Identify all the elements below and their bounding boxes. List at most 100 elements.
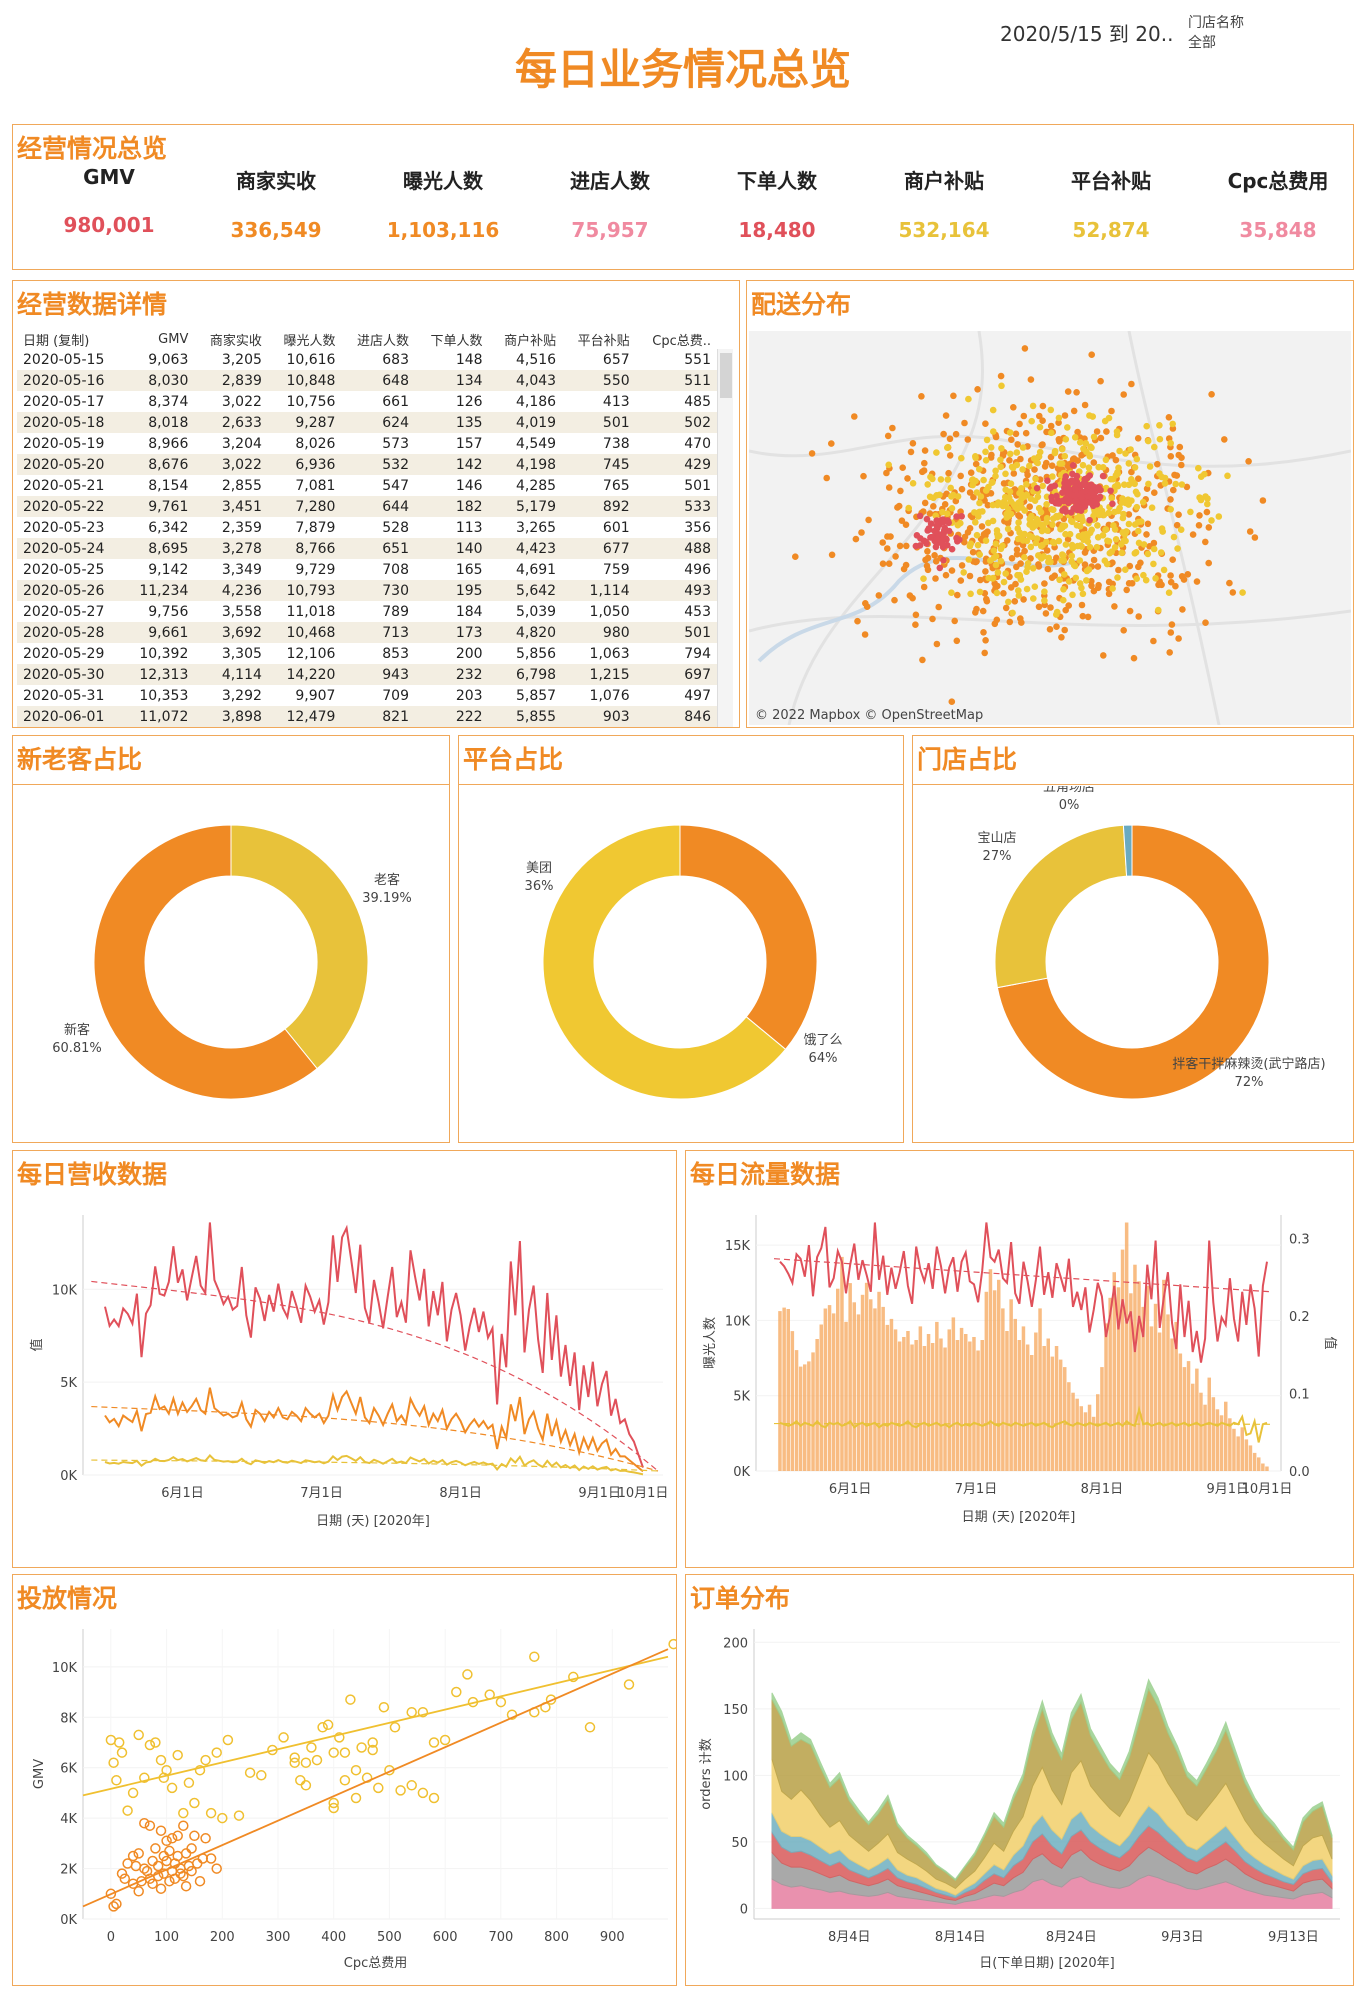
exposure-bar[interactable]: [794, 1350, 799, 1471]
scatter-point[interactable]: [178, 1820, 189, 1831]
scatter-point[interactable]: [506, 1709, 518, 1720]
scatter-point[interactable]: [108, 1901, 119, 1912]
revenue-series-line[interactable]: [104, 1387, 644, 1473]
revenue-series-line[interactable]: [104, 1454, 644, 1476]
table-row[interactable]: 2020-05-24 8,695 3,278 8,766 651 140 4,423 677 4…: [17, 538, 717, 559]
exposure-bar[interactable]: [1232, 1428, 1236, 1471]
exposure-bar[interactable]: [1199, 1392, 1203, 1471]
scatter-point[interactable]: [127, 1850, 139, 1862]
scatter-point[interactable]: [133, 1848, 144, 1859]
exposure-bar[interactable]: [827, 1305, 832, 1471]
donut-slice[interactable]: [542, 824, 787, 1100]
scatter-point[interactable]: [150, 1843, 161, 1854]
exposure-bar[interactable]: [811, 1352, 815, 1471]
area-band[interactable]: [771, 1678, 1333, 1882]
exposure-bar[interactable]: [778, 1311, 782, 1471]
scatter-point[interactable]: [111, 1898, 122, 1910]
table-row[interactable]: 2020-05-17 8,374 3,022 10,756 661 126 4,186 413…: [17, 391, 717, 412]
scatter-point[interactable]: [356, 1742, 367, 1753]
exposure-bar[interactable]: [1211, 1397, 1216, 1471]
store-share-donut[interactable]: 拌客干拌麻辣烫(武宁路店) 72% 宝山店 27% 五角场店 0%: [913, 786, 1353, 1140]
scatter-point[interactable]: [417, 1787, 429, 1799]
scatter-point[interactable]: [256, 1770, 267, 1781]
exposure-bar[interactable]: [951, 1317, 956, 1471]
table-row[interactable]: 2020-05-27 9,756 3,558 11,018 789 184 5,039 1,0…: [17, 601, 717, 622]
scatter-point[interactable]: [191, 1858, 203, 1869]
scatter-point[interactable]: [186, 1843, 197, 1854]
exposure-bar[interactable]: [1112, 1272, 1117, 1471]
exposure-bar[interactable]: [1203, 1404, 1207, 1471]
scatter-point[interactable]: [300, 1757, 312, 1768]
traffic-combo-chart[interactable]: 0K 5K 10K 15K 0.0 0.1 0.2 0.3 6月1日 7月1日 8月1日 9月1日10…: [686, 1195, 1353, 1567]
exposure-bar[interactable]: [1195, 1368, 1199, 1471]
donut-slice[interactable]: [93, 824, 318, 1100]
exposure-bar[interactable]: [922, 1346, 927, 1471]
exposure-bar[interactable]: [1149, 1326, 1154, 1471]
exposure-bar[interactable]: [856, 1314, 861, 1471]
exposure-bar[interactable]: [1046, 1338, 1051, 1472]
exposure-bar[interactable]: [852, 1302, 857, 1471]
scatter-point[interactable]: [328, 1747, 339, 1758]
exposure-bar[interactable]: [1191, 1383, 1195, 1471]
column-header[interactable]: 日期 (复制): [23, 333, 90, 349]
customer-share-donut[interactable]: 老客 39.19% 新客 60.81%: [13, 786, 449, 1140]
scatter-point[interactable]: [367, 1744, 378, 1756]
scatter-point[interactable]: [194, 1875, 206, 1887]
column-header[interactable]: 曝光人数: [283, 333, 336, 349]
exposure-bar[interactable]: [1252, 1452, 1257, 1471]
exposure-bar[interactable]: [1244, 1439, 1249, 1471]
exposure-bar[interactable]: [877, 1291, 881, 1471]
exposure-bar[interactable]: [980, 1340, 985, 1471]
exposure-bar[interactable]: [815, 1339, 819, 1471]
scatter-point[interactable]: [155, 1883, 167, 1894]
donut-slice[interactable]: [996, 824, 1270, 1100]
scatter-point[interactable]: [439, 1734, 451, 1746]
exposure-bar[interactable]: [1017, 1340, 1022, 1471]
column-header[interactable]: 下单人数: [430, 333, 483, 349]
exposure-bar[interactable]: [1162, 1279, 1166, 1471]
exposure-bar[interactable]: [1091, 1416, 1096, 1471]
table-row[interactable]: 2020-05-20 8,676 3,022 6,936 532 142 4,198 745 4…: [17, 454, 717, 475]
exposure-bar[interactable]: [1133, 1264, 1137, 1471]
exposure-bar[interactable]: [964, 1334, 968, 1471]
scatter-point[interactable]: [113, 1737, 125, 1748]
exposure-bar[interactable]: [819, 1324, 824, 1472]
exposure-bar[interactable]: [848, 1283, 852, 1471]
scatter-point[interactable]: [211, 1747, 222, 1758]
exposure-bar[interactable]: [1129, 1293, 1133, 1471]
scatter-point[interactable]: [300, 1780, 312, 1791]
table-row[interactable]: 2020-05-19 8,966 3,204 8,026 573 157 4,549 738 4…: [17, 433, 717, 454]
table-row[interactable]: 2020-05-31 10,353 3,292 9,907 709 203 5,857 1,0…: [17, 685, 717, 706]
scatter-point[interactable]: [183, 1777, 195, 1789]
donut-slice[interactable]: [230, 824, 369, 1070]
exposure-bar[interactable]: [864, 1282, 869, 1471]
scatter-point[interactable]: [119, 1873, 131, 1884]
scatter-point[interactable]: [150, 1737, 161, 1748]
scatter-point[interactable]: [350, 1792, 362, 1804]
exposure-bar[interactable]: [1038, 1308, 1042, 1471]
scatter-point[interactable]: [155, 1825, 167, 1836]
table-row[interactable]: 2020-05-21 8,154 2,855 7,081 547 146 4,285 765 5…: [17, 475, 717, 496]
table-row[interactable]: 2020-05-25 9,142 3,349 9,729 708 165 4,691 759 4…: [17, 559, 717, 580]
exposure-bar[interactable]: [836, 1288, 840, 1471]
exposure-bar[interactable]: [976, 1350, 980, 1472]
exposure-bar[interactable]: [1104, 1323, 1108, 1471]
column-header[interactable]: Cpc总费..: [652, 333, 711, 349]
scatter-point[interactable]: [136, 1875, 147, 1887]
exposure-bar[interactable]: [1001, 1308, 1005, 1471]
scatter-point[interactable]: [462, 1669, 473, 1680]
scatter-point[interactable]: [339, 1775, 351, 1786]
column-header[interactable]: 平台补贴: [577, 333, 630, 349]
table-row[interactable]: 2020-05-18 8,018 2,633 9,287 624 135 4,019 501 5…: [17, 412, 717, 433]
exposure-bar[interactable]: [1079, 1406, 1084, 1471]
scatter-point[interactable]: [178, 1807, 189, 1819]
scatter-point[interactable]: [345, 1694, 356, 1705]
scatter-point[interactable]: [122, 1805, 133, 1816]
scatter-point[interactable]: [186, 1865, 197, 1877]
scatter-point[interactable]: [189, 1797, 200, 1809]
exposure-bar[interactable]: [823, 1308, 828, 1472]
scatter-point[interactable]: [428, 1792, 440, 1804]
scatter-point[interactable]: [378, 1701, 390, 1713]
exposure-bar[interactable]: [992, 1290, 997, 1471]
scatter-point[interactable]: [172, 1749, 183, 1761]
